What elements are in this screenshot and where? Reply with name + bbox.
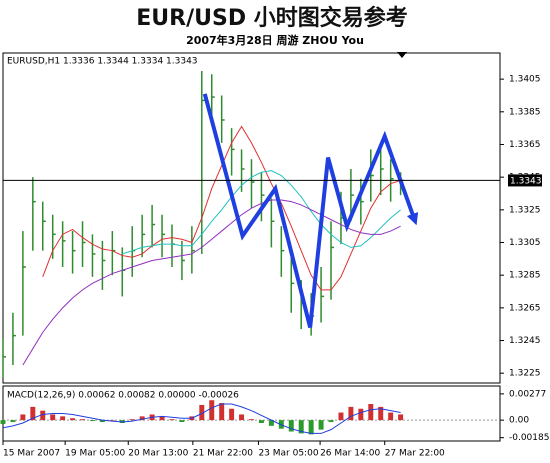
- histogram-bar: [139, 416, 145, 421]
- y-tick-label: 0.00: [509, 416, 529, 426]
- macd-label: MACD(12,26,9) 0.00062 0.00082 0.00000 -0…: [7, 391, 239, 401]
- histogram-bar: [40, 410, 46, 421]
- histogram-bar: [50, 414, 56, 421]
- x-tick-label: 21 Mar 22:00: [193, 449, 253, 459]
- histogram-bar: [229, 408, 235, 421]
- y-tick-label: -0.00185: [509, 433, 549, 443]
- y-tick-label: 1.3265: [509, 303, 541, 313]
- x-tick-label: 15 Mar 2007: [3, 449, 60, 459]
- histogram-bar: [169, 419, 175, 421]
- histogram-bar: [70, 418, 76, 421]
- title: EUR/USD 小时图交易参考: [136, 5, 408, 31]
- histogram-bar: [20, 414, 26, 421]
- y-tick-label: 1.3305: [509, 238, 541, 248]
- macd-frame: [2, 385, 501, 442]
- histogram-bar: [398, 414, 404, 421]
- histogram-bar: [258, 420, 264, 423]
- x-tick-label: 26 Mar 14:00: [320, 449, 380, 459]
- histogram-bar: [368, 404, 374, 421]
- main-frame: [2, 52, 501, 384]
- histogram-bar: [249, 419, 254, 421]
- histogram-bar: [0, 420, 6, 424]
- histogram-bar: [358, 408, 364, 421]
- symbol-label: EURUSD,H1 1.3336 1.3344 1.3334 1.3343: [7, 57, 198, 67]
- indicator-line: [22, 199, 401, 366]
- y-tick-label: 1.3385: [509, 107, 541, 117]
- histogram-bar: [318, 420, 324, 430]
- histogram-bar: [99, 420, 105, 423]
- histogram-bar: [268, 420, 274, 426]
- x-tick-label: 19 Mar 05:00: [65, 449, 125, 459]
- x-tick-label: 20 Mar 13:00: [128, 449, 188, 459]
- y-tick-label: 0.00277: [509, 389, 546, 399]
- histogram-bar: [109, 420, 115, 421]
- histogram-bar: [219, 403, 225, 421]
- histogram-bar: [378, 406, 384, 421]
- x-tick-label: 23 Mar 05:00: [258, 449, 318, 459]
- histogram-bar: [179, 420, 185, 423]
- y-tick-label: 1.3225: [509, 369, 541, 379]
- last-price-box: [508, 174, 542, 187]
- trend-arrow: [202, 93, 419, 328]
- histogram-bar: [199, 404, 205, 421]
- histogram-bar: [209, 400, 215, 421]
- histogram-bar: [10, 420, 16, 423]
- subtitle: 2007年3月28日 周游 ZHOU You: [186, 33, 364, 47]
- histogram-bar: [129, 419, 135, 421]
- histogram-bar: [348, 406, 354, 421]
- indicator-line: [2, 403, 401, 434]
- indicator-line: [42, 125, 401, 291]
- y-tick-label: 1.3245: [509, 336, 541, 346]
- x-tick-label: 27 Mar 22:00: [385, 449, 445, 459]
- last-price-label: 1.3343: [510, 176, 542, 186]
- histogram-bar: [338, 412, 344, 421]
- y-tick-label: 1.3365: [509, 140, 541, 150]
- histogram-bar: [30, 406, 36, 421]
- histogram-bar: [89, 420, 95, 422]
- indicator-line: [122, 170, 401, 255]
- histogram-bar: [308, 420, 314, 435]
- histogram-bar: [288, 420, 294, 432]
- histogram-bar: [298, 420, 304, 434]
- histogram-bar: [80, 419, 86, 421]
- y-tick-label: 1.3405: [509, 75, 541, 85]
- histogram-bar: [159, 416, 165, 421]
- histogram-bar: [328, 420, 334, 423]
- histogram-bar: [60, 416, 66, 421]
- y-tick-label: 1.3325: [509, 205, 541, 215]
- histogram-bar: [239, 414, 245, 421]
- y-tick-label: 1.3285: [509, 271, 541, 281]
- histogram-bar: [388, 412, 394, 421]
